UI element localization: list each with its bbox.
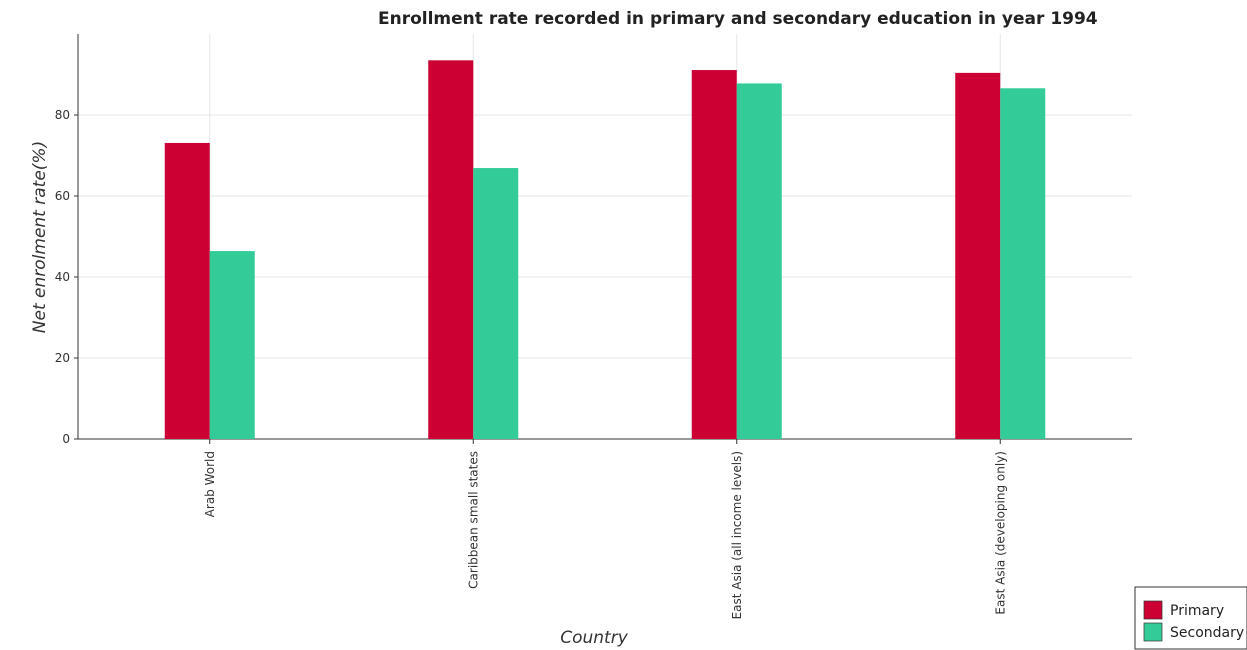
chart-title: Enrollment rate recorded in primary and … <box>378 9 1098 29</box>
bar-secondary <box>736 83 782 439</box>
y-tick-label: 0 <box>62 432 70 446</box>
legend-swatch-primary <box>1143 600 1163 620</box>
x-tick-label: Arab World <box>203 451 217 517</box>
y-axis-title: Net enrolment rate(%) <box>30 141 50 333</box>
bar-primary <box>428 60 474 439</box>
y-tick-label: 40 <box>55 270 70 284</box>
y-tick-label: 80 <box>55 108 70 122</box>
bar-primary <box>164 142 210 439</box>
bar-secondary <box>1000 88 1046 440</box>
bar-primary <box>955 72 1001 439</box>
legend-swatch-secondary <box>1143 622 1163 642</box>
y-tick-label: 20 <box>55 351 70 365</box>
legend-label-secondary: Secondary <box>1170 625 1244 641</box>
y-tick-label: 60 <box>55 189 70 203</box>
bar-primary <box>691 70 737 440</box>
legend: Primary Secondary <box>1134 586 1247 650</box>
x-tick-label: East Asia (all income levels) <box>730 451 744 619</box>
legend-label-primary: Primary <box>1170 603 1224 619</box>
x-tick-label: East Asia (developing only) <box>993 451 1007 615</box>
x-tick-label: Caribbean small states <box>466 451 480 589</box>
bars <box>164 60 1046 440</box>
bar-secondary <box>473 168 519 439</box>
x-axis-title: Country <box>560 628 628 648</box>
ticks: 0 20 40 60 80 Arab World Caribbean small state… <box>55 108 1008 619</box>
bar-secondary <box>209 251 255 439</box>
